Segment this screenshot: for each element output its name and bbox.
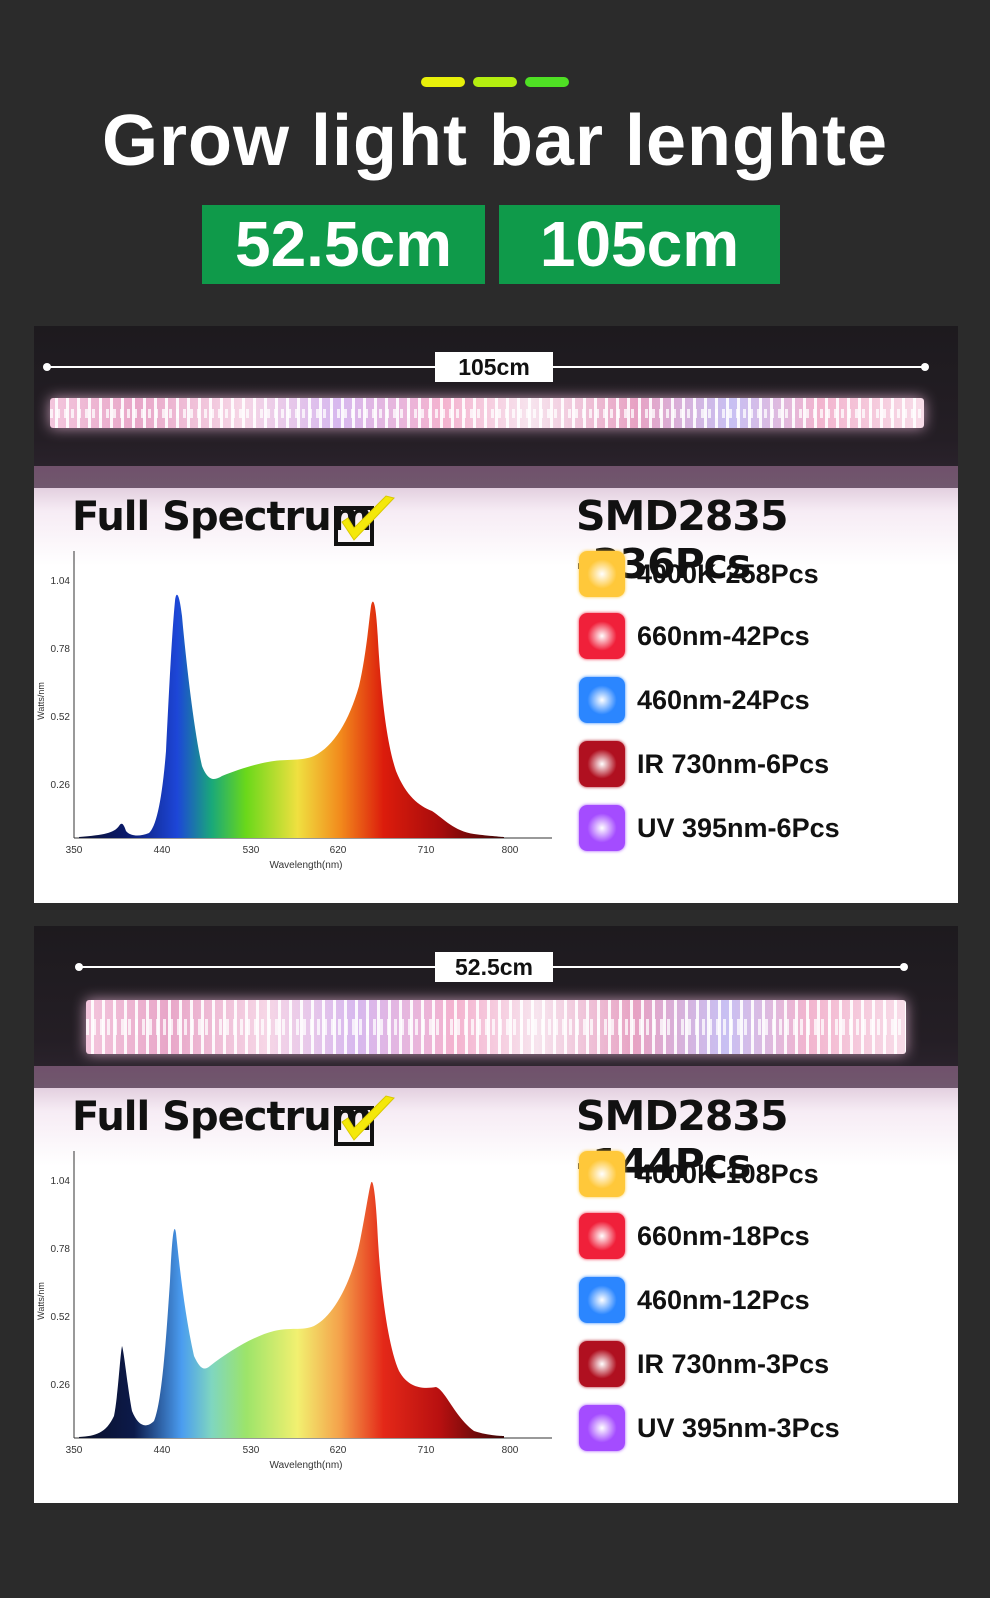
- led-chip-4000k-icon: [579, 551, 625, 597]
- light-glow: [34, 1066, 958, 1166]
- y-tick-label: 1.04: [51, 1176, 71, 1187]
- spectrum-curve: [79, 594, 504, 838]
- chip-row: IR 730nm-3Pcs: [579, 1340, 829, 1388]
- light-bar-photo: 52.5cm: [34, 926, 958, 1088]
- spectrum-graph: 1.04 0.78 0.52 0.26 350 440 530 620 710 …: [36, 1151, 552, 1471]
- x-axis-label: Wavelength(nm): [270, 1460, 343, 1471]
- chip-label: 460nm-24Pcs: [637, 684, 810, 715]
- y-axis-label: Watts/nm: [36, 682, 46, 720]
- x-axis-label: Wavelength(nm): [270, 860, 343, 871]
- x-tick-label: 350: [66, 1445, 83, 1456]
- size-badge-105cm: 105cm: [499, 205, 780, 284]
- led-light-bar: [86, 1000, 906, 1054]
- light-bar-photo: 105cm: [34, 326, 958, 488]
- y-axis-label: Watts/nm: [36, 1282, 46, 1320]
- product-panel-105cm: 105cm Full Spectrum SMD2835 -336Pcs 4000…: [34, 326, 958, 903]
- chip-label: 660nm-42Pcs: [637, 620, 810, 651]
- checkmark-icon: [334, 495, 395, 546]
- led-chip-ir730-icon: [579, 1341, 625, 1387]
- accent-dash-green: [525, 77, 569, 87]
- x-tick-label: 800: [502, 1445, 519, 1456]
- x-tick-label: 530: [243, 845, 260, 856]
- full-spectrum-label: Full Spectrum: [72, 494, 372, 540]
- led-chip-uv395-icon: [579, 1405, 625, 1451]
- x-tick-label: 350: [66, 845, 83, 856]
- x-tick-label: 800: [502, 845, 519, 856]
- led-chip-660nm-icon: [579, 613, 625, 659]
- led-chip-660nm-icon: [579, 1213, 625, 1259]
- x-tick-label: 440: [154, 845, 171, 856]
- chip-label: UV 395nm-6Pcs: [637, 812, 840, 843]
- size-options: 52.5cm 105cm: [202, 205, 780, 284]
- y-tick-label: 0.52: [51, 712, 71, 723]
- x-tick-label: 710: [418, 1445, 435, 1456]
- chip-row: 460nm-12Pcs: [579, 1276, 810, 1324]
- measure-end-dot: [900, 963, 908, 971]
- chip-label: 660nm-18Pcs: [637, 1220, 810, 1251]
- full-spectrum-label: Full Spectrum: [72, 1094, 372, 1140]
- chip-label: IR 730nm-6Pcs: [637, 748, 830, 779]
- led-chip-460nm-icon: [579, 1277, 625, 1323]
- x-tick-label: 530: [243, 1445, 260, 1456]
- chip-row: 4000K-258Pcs: [579, 550, 819, 598]
- y-tick-label: 1.04: [51, 576, 71, 587]
- y-tick-label: 0.78: [51, 1244, 71, 1255]
- smd-count-label: SMD2835 -144Pcs: [576, 1092, 788, 1188]
- x-tick-label: 440: [154, 1445, 171, 1456]
- accent-dash-lime: [473, 77, 517, 87]
- chip-label: 4000K-258Pcs: [637, 558, 819, 589]
- checkmark-icon: [334, 1095, 395, 1146]
- chip-row: 660nm-42Pcs: [579, 612, 810, 660]
- accent-dash-yellow: [421, 77, 465, 87]
- chip-label: 460nm-12Pcs: [637, 1284, 810, 1315]
- y-tick-label: 0.52: [51, 1312, 71, 1323]
- measure-end-dot: [921, 363, 929, 371]
- measure-start-dot: [75, 963, 83, 971]
- chip-row: UV 395nm-3Pcs: [579, 1404, 840, 1452]
- measure-start-dot: [43, 363, 51, 371]
- chip-label: UV 395nm-3Pcs: [637, 1412, 840, 1443]
- spectrum-curve: [79, 1181, 504, 1438]
- bar-length-label: 52.5cm: [435, 952, 553, 982]
- x-tick-label: 620: [330, 1445, 347, 1456]
- chip-row: 460nm-24Pcs: [579, 676, 810, 724]
- chip-row: IR 730nm-6Pcs: [579, 740, 829, 788]
- accent-dashes: [421, 77, 569, 87]
- y-tick-label: 0.26: [51, 1380, 71, 1391]
- light-glow: [34, 466, 958, 566]
- led-chip-4000k-icon: [579, 1151, 625, 1197]
- led-chip-460nm-icon: [579, 677, 625, 723]
- size-badge-52-5cm: 52.5cm: [202, 205, 485, 284]
- chip-label: 4000K-108Pcs: [637, 1158, 819, 1189]
- chip-row: UV 395nm-6Pcs: [579, 804, 840, 852]
- x-tick-label: 710: [418, 845, 435, 856]
- page-title: Grow light bar lenghte: [101, 101, 888, 181]
- x-tick-label: 620: [330, 845, 347, 856]
- y-tick-label: 0.78: [51, 644, 71, 655]
- y-tick-label: 0.26: [51, 780, 71, 791]
- led-light-bar: [50, 398, 924, 428]
- chip-label: IR 730nm-3Pcs: [637, 1348, 830, 1379]
- led-chip-ir730-icon: [579, 741, 625, 787]
- led-chip-uv395-icon: [579, 805, 625, 851]
- chip-row: 660nm-18Pcs: [579, 1212, 810, 1260]
- bar-length-label: 105cm: [435, 352, 553, 382]
- chip-row: 4000K-108Pcs: [579, 1150, 819, 1198]
- spectrum-graph: 1.04 0.78 0.52 0.26 350 440 530 620 710 …: [36, 551, 552, 871]
- product-panel-52-5cm: 52.5cm Full Spectrum SMD2835 -144Pcs 400…: [34, 926, 958, 1503]
